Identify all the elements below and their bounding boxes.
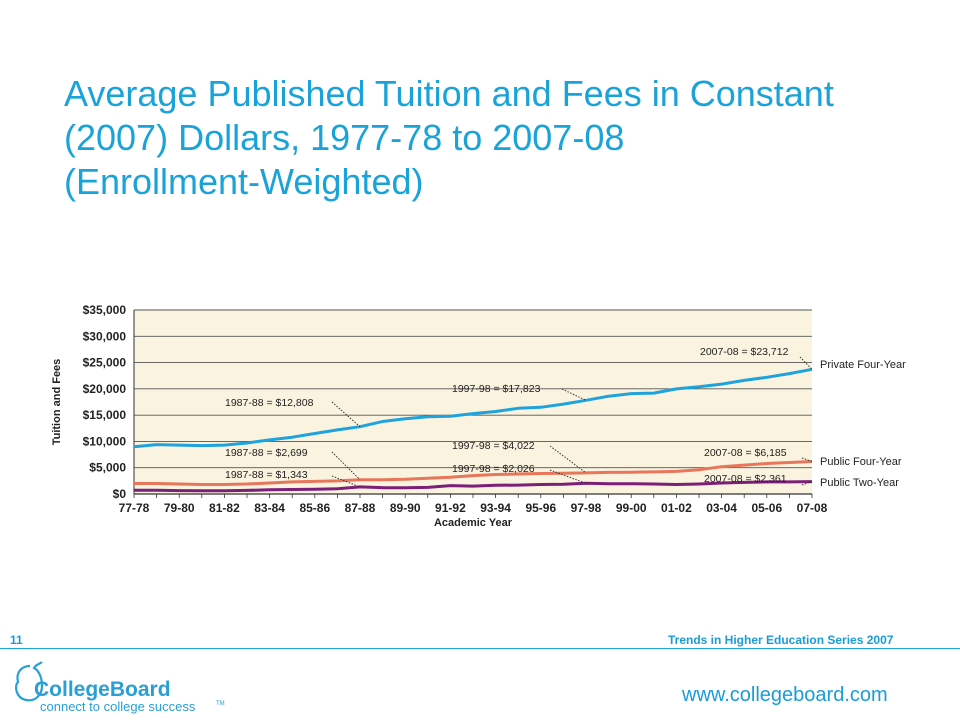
title-line-1: Average Published Tuition and Fees in Co… [64,73,834,114]
series-labels: Private Four-Year Public Four-Year Public … [820,359,906,489]
tuition-line-chart: $0 $5,000 $10,000 $15,000 $20,000 $25,000 $30,… [51,303,906,529]
x-tick-label: 83-84 [254,501,285,515]
logo-tagline: connect to college success [40,699,196,714]
footer-divider [0,648,960,649]
x-tick-label: 05-06 [751,501,782,515]
annotation-leader [331,451,361,481]
x-tick-label: 89-90 [390,501,421,515]
series-line [134,480,813,493]
y-tick-label: $15,000 [83,408,127,422]
annotation-label: 2007-08 = $2,361 [704,473,787,485]
x-tick-label: 93-94 [480,501,511,515]
annotation-leader [331,475,361,488]
y-tick-label: $35,000 [83,303,127,317]
annotation-label: 2007-08 = $6,185 [704,447,787,459]
page-number: 11 [10,633,23,647]
annotation-label: 1987-88 = $12,808 [225,397,314,409]
slide-title: Average Published Tuition and Fees in Co… [64,72,924,204]
y-tick-label: $20,000 [83,382,127,396]
series-line [133,367,813,449]
series-label: Public Four-Year [820,456,902,468]
annotations: 1987-88 = $12,808 1987-88 = $2,699 1987-88… [225,346,813,488]
series-name: Trends in Higher Education Series 2007 [668,633,894,647]
x-tick-label: 91-92 [435,501,466,515]
plot-area [134,310,812,494]
x-tick-label: 85-86 [299,501,330,515]
website-url: www.collegeboard.com [682,684,888,706]
y-tick-label: $5,000 [89,461,126,475]
y-axis-label: Tuition and Fees [51,359,63,446]
annotation-leader [331,401,361,428]
x-tick-label: 77-78 [119,501,150,515]
series-line [134,460,813,486]
logo-wordmark: CollegeBoard [34,678,171,701]
acorn-icon [15,661,44,702]
x-tick-label: 81-82 [209,501,240,515]
annotation-label: 1997-98 = $4,022 [452,440,535,452]
x-tick-label: 95-96 [525,501,556,515]
annotation-label: 1997-98 = $2,026 [452,463,535,475]
x-tick-label: 87-88 [345,501,376,515]
series-lines [133,367,813,493]
series-label: Private Four-Year [820,359,906,371]
y-tick-label: $30,000 [83,329,127,343]
annotation-label: 1997-98 = $17,823 [452,383,541,395]
x-tick-label: 01-02 [661,501,692,515]
annotation-leader [561,388,587,401]
title-line-2: (2007) Dollars, 1977-78 to 2007-08 [64,117,625,158]
y-tick-label: $10,000 [83,434,127,448]
x-tick-label: 07-08 [797,501,828,515]
y-tick-labels: $0 $5,000 $10,000 $15,000 $20,000 $25,000 $30,… [83,303,127,501]
title-line-3: (Enrollment-Weighted) [64,161,424,202]
trademark-mark: TM [216,701,225,707]
annotation-label: 1987-88 = $1,343 [225,469,308,481]
annotation-leader [549,469,587,484]
annotation-label: 1987-88 = $2,699 [225,447,308,459]
x-axis-label: Academic Year [434,517,513,529]
x-tick-label: 97-98 [571,501,602,515]
annotation-leader [549,445,587,474]
x-tick-labels: 77-78 79-80 81-82 83-84 85-86 87-88 89-90 91-92… [119,494,828,515]
collegeboard-logo: CollegeBoard connect to college success … [15,661,225,714]
y-tick-label: $0 [113,487,127,501]
x-tick-label: 03-04 [706,501,737,515]
y-tick-label: $25,000 [83,356,127,370]
annotation-label: 2007-08 = $23,712 [700,346,789,358]
series-label: Public Two-Year [820,477,899,489]
x-tick-label: 99-00 [616,501,647,515]
x-tick-label: 79-80 [164,501,195,515]
